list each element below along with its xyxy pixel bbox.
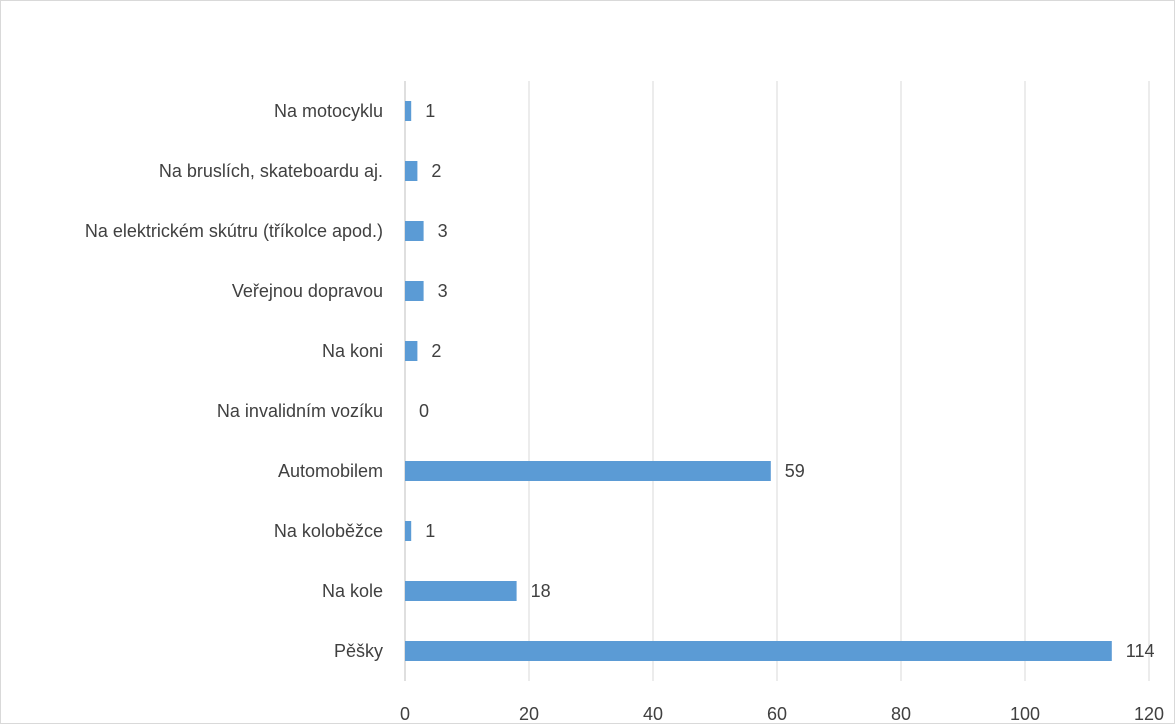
- data-label: 3: [438, 281, 448, 301]
- bar: [405, 281, 424, 301]
- category-label: Na bruslích, skateboardu aj.: [159, 161, 383, 181]
- data-label: 3: [438, 221, 448, 241]
- category-labels: Na motocyklu Na bruslích, skateboardu aj.…: [85, 101, 383, 661]
- x-tick-label: 0: [400, 704, 410, 724]
- bar: [405, 521, 412, 541]
- category-label: Na invalidním vozíku: [217, 401, 383, 421]
- bar: [405, 221, 424, 241]
- data-label: 2: [431, 341, 441, 361]
- category-label: Na koni: [322, 341, 383, 361]
- bar: [405, 461, 771, 481]
- category-label: Automobilem: [278, 461, 383, 481]
- category-label: Na kole: [322, 581, 383, 601]
- gridlines: [528, 81, 1150, 681]
- data-label: 2: [431, 161, 441, 181]
- bars: [405, 101, 1112, 661]
- bar: [405, 641, 1112, 661]
- x-tick-label: 120: [1134, 704, 1164, 724]
- data-label: 59: [785, 461, 805, 481]
- bar: [405, 161, 418, 181]
- data-label: 1: [425, 521, 435, 541]
- category-label: Na koloběžce: [274, 521, 383, 541]
- data-label: 18: [531, 581, 551, 601]
- x-tick-label: 60: [767, 704, 787, 724]
- data-label: 114: [1126, 641, 1155, 661]
- x-tick-labels: 0 20 40 60 80 100 120: [400, 704, 1164, 724]
- bar: [405, 341, 418, 361]
- category-label: Na elektrickém skútru (tříkolce apod.): [85, 221, 383, 241]
- bar: [405, 101, 412, 121]
- data-label: 0: [419, 401, 429, 421]
- category-label: Pěšky: [334, 641, 383, 661]
- data-label: 1: [425, 101, 435, 121]
- x-tick-label: 80: [891, 704, 911, 724]
- x-tick-label: 20: [519, 704, 539, 724]
- x-tick-label: 40: [643, 704, 663, 724]
- category-label: Veřejnou dopravou: [232, 281, 383, 301]
- category-label: Na motocyklu: [274, 101, 383, 121]
- bar: [405, 581, 517, 601]
- x-tick-label: 100: [1010, 704, 1040, 724]
